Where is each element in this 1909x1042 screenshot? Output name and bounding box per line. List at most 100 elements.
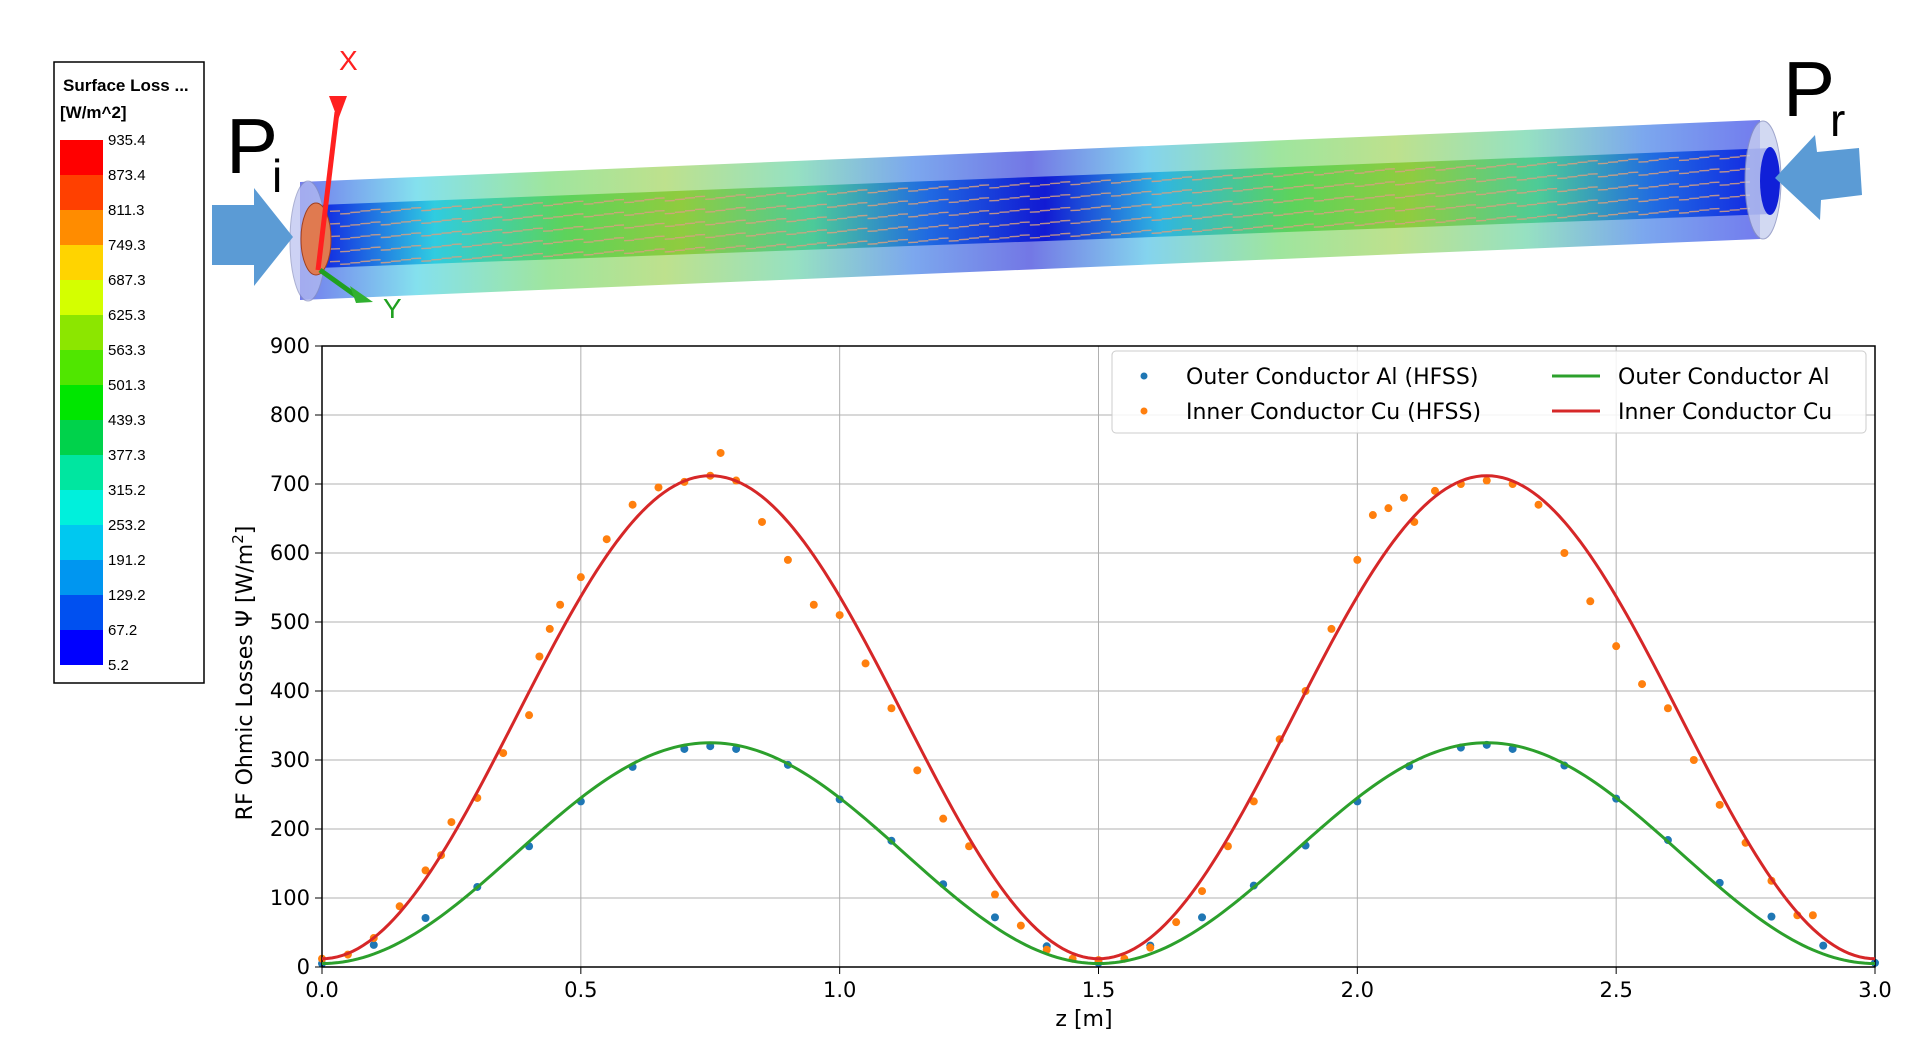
y-axis-label-end: ] xyxy=(233,526,258,535)
axis-y-label: Y xyxy=(383,293,402,324)
series-point xyxy=(1663,704,1672,713)
series-point xyxy=(1146,943,1155,952)
colorbar-tick-label: 377.3 xyxy=(108,447,146,464)
series-point xyxy=(1612,642,1621,651)
series-point xyxy=(1586,597,1595,606)
colorbar-tick-label: 563.3 xyxy=(108,342,146,359)
colorbar-swatch xyxy=(60,140,103,175)
y-axis-arrowhead xyxy=(350,286,373,303)
series-point xyxy=(1384,504,1393,513)
x-tick-label: 2.5 xyxy=(1599,978,1632,1002)
coax-model: X Y P i P r xyxy=(212,45,1862,324)
series-point xyxy=(758,517,767,526)
colorbar-tick-label: 501.3 xyxy=(108,377,146,394)
p-input-label: P xyxy=(226,102,278,190)
series-point xyxy=(556,600,565,609)
legend-marker-outer-hfss xyxy=(1140,372,1148,380)
x-tick-label: 1.5 xyxy=(1082,978,1115,1002)
colorbar-tick-label: 253.2 xyxy=(108,517,146,534)
colorbar-title: Surface Loss ... xyxy=(63,76,189,95)
plot-curves xyxy=(321,474,1876,966)
series-point xyxy=(716,448,725,457)
series-point xyxy=(1368,511,1377,520)
series-point xyxy=(1560,549,1569,557)
series-point xyxy=(809,600,818,609)
x-axis-arrow xyxy=(315,111,340,271)
y-tick-label: 200 xyxy=(270,817,310,841)
x-tick-label: 0.5 xyxy=(564,978,597,1002)
legend-label-outer: Outer Conductor Al xyxy=(1618,365,1830,390)
p-input-subscript: i xyxy=(272,150,282,202)
y-tick-label: 0 xyxy=(297,955,310,979)
colorbar-swatch xyxy=(60,210,103,245)
legend-label-outer-hfss: Outer Conductor Al (HFSS) xyxy=(1186,365,1478,390)
input-power-arrow xyxy=(212,188,293,286)
p-reflected-label: P xyxy=(1783,45,1835,133)
series-point xyxy=(1399,493,1408,502)
inner-conductor-end-right xyxy=(1760,147,1780,215)
colorbar-swatch xyxy=(60,455,103,490)
series-point xyxy=(887,704,896,713)
legend-label-inner-hfss: Inner Conductor Cu (HFSS) xyxy=(1186,400,1481,425)
colorbar-unit: [W/m^2] xyxy=(60,103,127,122)
colorbar-swatches xyxy=(60,140,103,665)
series-point xyxy=(1638,680,1647,689)
series-point xyxy=(1715,800,1724,809)
series-point xyxy=(447,818,456,827)
series-point xyxy=(525,711,534,720)
series-point xyxy=(1430,486,1439,495)
y-tick-label: 800 xyxy=(270,403,310,427)
x-axis-arrowhead xyxy=(329,96,347,120)
colorbar-swatch xyxy=(60,420,103,455)
colorbar-tick-label: 315.2 xyxy=(108,482,146,499)
series-point xyxy=(1223,842,1232,851)
series-point xyxy=(421,866,430,875)
legend-marker-inner-hfss xyxy=(1140,407,1148,415)
colorbar-tick-labels: 935.4 873.4 811.3 749.3 687.3 625.3 563.3 501.3… xyxy=(108,132,146,674)
y-tick-label: 300 xyxy=(270,748,310,772)
plot-grid xyxy=(321,345,1876,968)
loss-plot: 0.0 0.5 1.0 1.5 2.0 2.5 3.0 0 100 200 300 400 500 60… xyxy=(229,334,1892,1032)
x-tick-label: 3.0 xyxy=(1858,978,1891,1002)
colorbar-swatch xyxy=(60,175,103,210)
series-point xyxy=(1482,476,1491,485)
legend-box xyxy=(1111,350,1867,434)
series-point xyxy=(1353,555,1362,564)
colorbar-tick-label: 873.4 xyxy=(108,167,146,184)
series-point xyxy=(783,555,792,564)
colorbar-swatch xyxy=(60,315,103,350)
colorbar-swatch xyxy=(60,490,103,525)
colorbar-swatch xyxy=(60,350,103,385)
x-tick-label: 2.0 xyxy=(1341,978,1374,1002)
series-point xyxy=(535,652,544,661)
series-point xyxy=(576,573,585,582)
colorbar-tick-label: 625.3 xyxy=(108,307,146,324)
reflected-power-arrow xyxy=(1775,135,1862,220)
series-point xyxy=(369,940,378,949)
series-point xyxy=(421,914,430,923)
series-point xyxy=(628,500,637,509)
y-axis-label: RF Ohmic Losses Ψ [W/m2] xyxy=(229,526,258,821)
series-point xyxy=(1689,756,1698,764)
series-point xyxy=(1808,911,1817,920)
x-axis-ticks: 0.0 0.5 1.0 1.5 2.0 2.5 3.0 xyxy=(305,967,1892,1002)
series-point xyxy=(990,913,999,922)
x-axis-label: z [m] xyxy=(1055,1007,1112,1032)
colorbar-legend: Surface Loss ... [W/m^2] 935.4 873.4 811.3… xyxy=(53,61,205,684)
colorbar-swatch xyxy=(60,525,103,560)
series-point xyxy=(939,814,948,823)
series-point xyxy=(499,749,508,758)
series-point xyxy=(1249,797,1258,806)
series-point xyxy=(913,766,922,775)
field-arrows xyxy=(329,154,1750,266)
colorbar-swatch xyxy=(60,595,103,630)
y-axis-label-sup: 2 xyxy=(229,534,247,544)
colorbar-tick-label: 67.2 xyxy=(108,622,137,639)
y-tick-label: 100 xyxy=(270,886,310,910)
series-point xyxy=(861,659,870,668)
colorbar-swatch xyxy=(60,245,103,280)
colorbar-tick-label: 811.3 xyxy=(108,202,144,219)
series-line xyxy=(321,474,1876,961)
y-tick-label: 500 xyxy=(270,610,310,634)
